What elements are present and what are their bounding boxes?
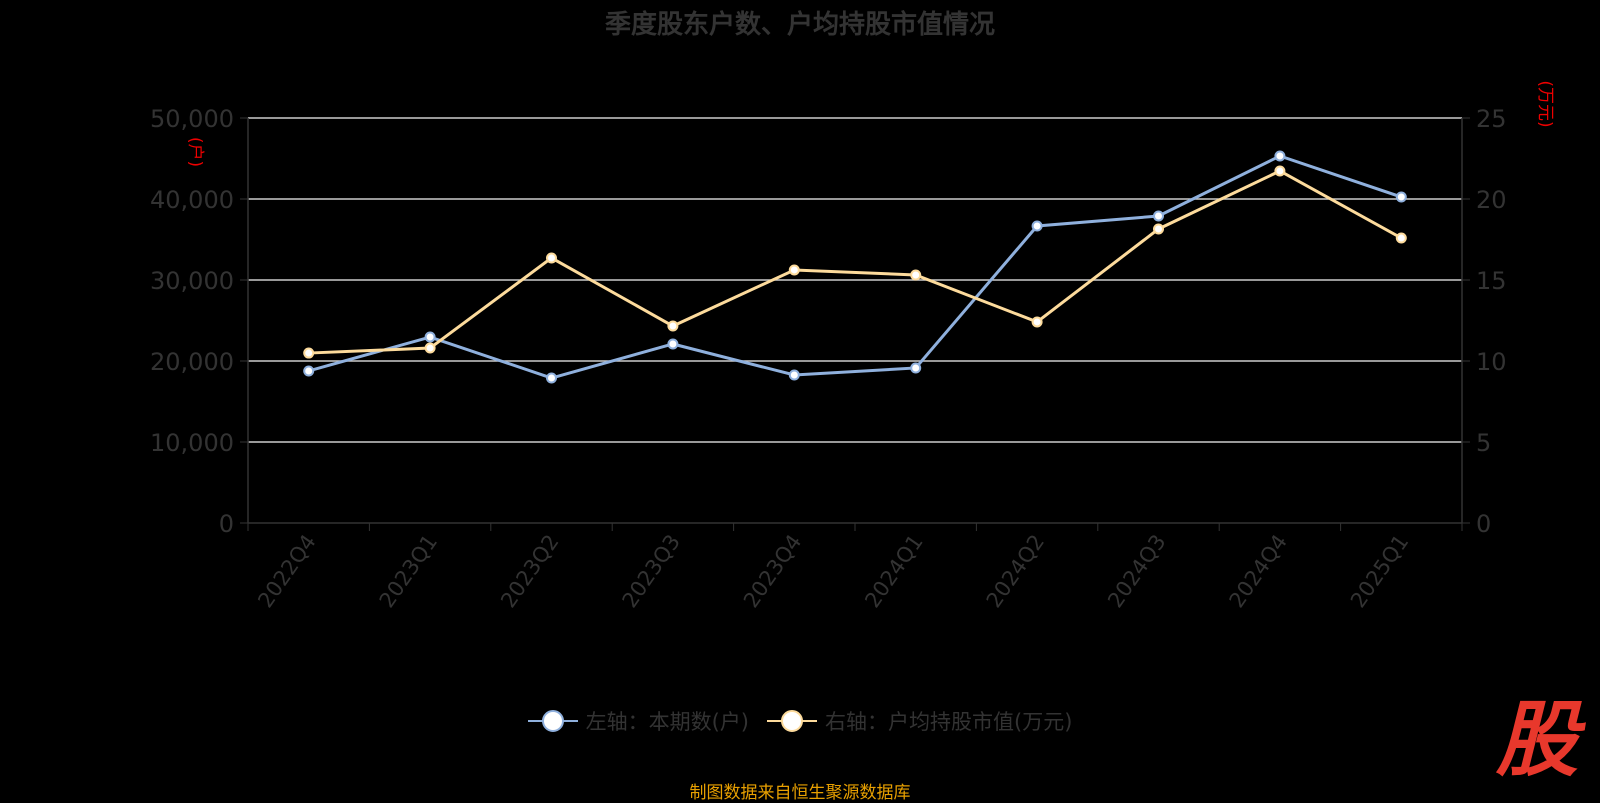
x-axis-tick-label: 2023Q2 bbox=[496, 530, 563, 612]
data-point bbox=[1153, 223, 1164, 235]
data-point bbox=[910, 362, 922, 374]
data-point bbox=[1153, 210, 1164, 222]
data-point bbox=[788, 369, 800, 381]
left-axis-unit-label: (户) bbox=[185, 137, 205, 167]
data-point bbox=[1031, 316, 1043, 328]
data-point bbox=[667, 320, 679, 332]
right-axis-unit-label: (万元) bbox=[1535, 80, 1555, 127]
right-axis-tick-label: 15 bbox=[1476, 267, 1507, 295]
right-axis-tick-label: 10 bbox=[1476, 348, 1507, 376]
left-axis-tick-label: 40,000 bbox=[150, 186, 234, 214]
data-point bbox=[667, 338, 679, 350]
data-point bbox=[1395, 191, 1407, 203]
x-axis-tick-label: 2024Q4 bbox=[1225, 530, 1292, 612]
data-point bbox=[303, 347, 315, 359]
legend-marker-blue-icon bbox=[527, 710, 578, 732]
data-point bbox=[910, 269, 922, 281]
right-axis-tick-label: 5 bbox=[1476, 429, 1491, 457]
right-axis-tick-label: 20 bbox=[1476, 186, 1507, 214]
legend-label: 右轴：户均持股市值(万元) bbox=[825, 710, 1073, 734]
x-axis-tick-label: 2023Q1 bbox=[375, 530, 442, 612]
right-axis-tick-label: 25 bbox=[1476, 105, 1507, 133]
chart-title: 季度股东户数、户均持股市值情况 bbox=[604, 10, 995, 40]
legend-item-avg-value[interactable]: 右轴：户均持股市值(万元) bbox=[767, 706, 1072, 736]
legend-item-households[interactable]: 左轴：本期数(户) bbox=[527, 706, 749, 736]
data-point bbox=[1395, 232, 1407, 244]
source-footer: 制图数据来自恒生聚源数据库 bbox=[689, 783, 911, 803]
legend: 左轴：本期数(户) 右轴：户均持股市值(万元) bbox=[0, 706, 1600, 736]
data-point bbox=[1274, 150, 1286, 162]
legend-marker-yellow-icon bbox=[767, 710, 817, 732]
x-axis-tick-label: 2022Q4 bbox=[253, 530, 320, 612]
series-line-0 bbox=[308, 154, 1402, 380]
data-point bbox=[788, 264, 800, 276]
legend-label: 左轴：本期数(户) bbox=[585, 710, 749, 734]
series-line-1 bbox=[308, 169, 1403, 355]
left-axis-tick-label: 10,000 bbox=[150, 429, 234, 457]
x-axis-tick-label: 2024Q2 bbox=[982, 530, 1049, 612]
data-point bbox=[546, 372, 557, 384]
data-point bbox=[1031, 220, 1043, 232]
x-axis-tick-label: 2024Q3 bbox=[1103, 530, 1170, 612]
x-axis-tick-label: 2023Q3 bbox=[618, 530, 685, 612]
x-axis-tick-label: 2023Q4 bbox=[739, 530, 806, 612]
right-axis-tick-label: 0 bbox=[1476, 510, 1491, 538]
left-axis-tick-label: 0 bbox=[219, 510, 234, 538]
left-axis-tick-label: 30,000 bbox=[150, 267, 234, 295]
data-point bbox=[424, 331, 436, 343]
data-point bbox=[1274, 165, 1286, 177]
left-axis-tick-label: 20,000 bbox=[150, 348, 234, 376]
logo: 股 bbox=[1496, 693, 1578, 788]
data-point bbox=[546, 252, 557, 264]
data-point bbox=[303, 365, 315, 377]
left-axis-tick-label: 50,000 bbox=[150, 105, 234, 133]
data-point bbox=[424, 342, 436, 354]
x-axis-tick-label: 2024Q1 bbox=[860, 530, 927, 612]
x-axis-tick-label: 2025Q1 bbox=[1346, 530, 1413, 612]
